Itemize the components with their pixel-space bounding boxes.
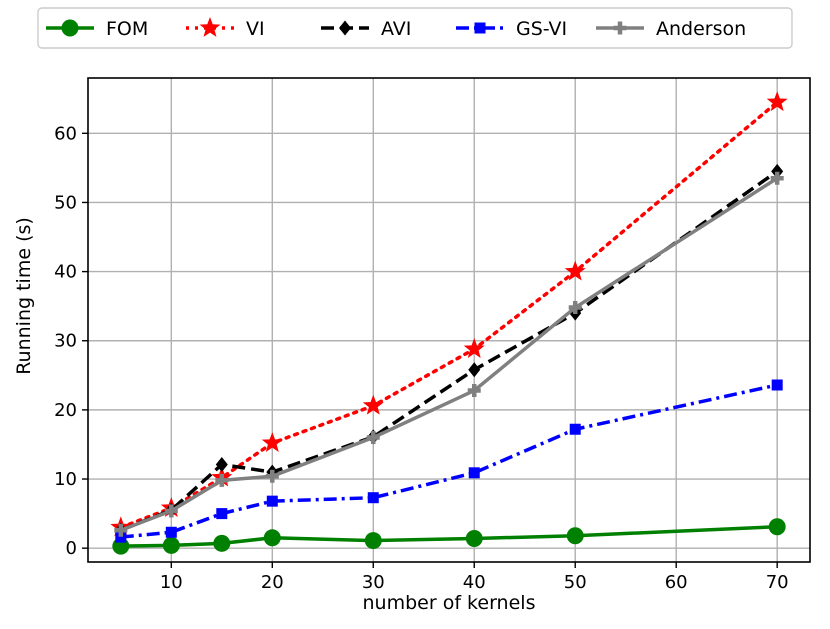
data-point-gs-vi (468, 467, 480, 479)
x-axis-label: number of kernels (363, 592, 536, 614)
legend-marker-vi (199, 17, 221, 37)
x-tick-label: 10 (160, 572, 183, 593)
y-tick-label: 40 (54, 262, 77, 283)
y-tick-label: 60 (54, 123, 77, 144)
legend: FOM VI AVI GS-VI Anderson (37, 7, 793, 49)
data-point-anderson (366, 431, 380, 445)
legend-label-avi: AVI (381, 18, 411, 40)
data-point-vi (463, 338, 485, 358)
data-point-avi (771, 163, 784, 179)
data-point-anderson (467, 384, 481, 398)
series-vi (110, 91, 788, 537)
x-tick-label: 70 (766, 572, 789, 593)
data-point-gs-vi (115, 531, 127, 543)
legend-marker-fom (61, 19, 79, 37)
data-point-vi (261, 432, 283, 452)
legend-marker-anderson (613, 21, 627, 35)
legend-marker-gs-vi (474, 22, 486, 34)
series-line-anderson (120, 176, 779, 532)
data-point-fom (263, 529, 281, 547)
legend-item-anderson: Anderson (596, 18, 746, 40)
x-tick-label: 30 (362, 572, 385, 593)
data-point-gs-vi (216, 508, 228, 520)
data-point-gs-vi (771, 379, 783, 391)
data-point-fom (364, 532, 382, 550)
y-tick-label: 0 (66, 538, 77, 559)
data-point-anderson (164, 504, 178, 518)
x-tick-label: 50 (564, 572, 587, 593)
data-point-gs-vi (266, 495, 278, 507)
legend-item-gs-vi: GS-VI (456, 18, 567, 40)
data-point-fom (162, 536, 180, 554)
data-point-gs-vi (165, 526, 177, 538)
data-point-vi (564, 260, 586, 281)
legend-item-avi: AVI (321, 18, 411, 40)
series-gs-vi (115, 379, 783, 543)
data-point-fom (768, 518, 786, 536)
data-point-anderson (265, 469, 279, 483)
y-tick-label: 20 (54, 400, 77, 421)
data-point-fom (213, 534, 231, 552)
data-point-gs-vi (367, 492, 379, 504)
data-point-anderson (114, 523, 128, 537)
legend-label-anderson: Anderson (656, 18, 746, 40)
data-point-fom (566, 527, 584, 545)
data-point-anderson (215, 473, 229, 487)
y-tick-label: 10 (54, 469, 77, 490)
data-point-vi (362, 394, 384, 415)
y-tick-label: 50 (54, 192, 77, 213)
series-fom (112, 518, 786, 555)
data-point-gs-vi (569, 423, 581, 435)
legend-label-gs-vi: GS-VI (516, 18, 567, 40)
data-point-avi (468, 362, 481, 378)
legend-item-fom: FOM (46, 18, 148, 40)
series-layer (110, 91, 788, 555)
legend-marker-avi (339, 20, 351, 36)
data-point-avi (215, 457, 228, 473)
legend-item-vi: VI (186, 17, 265, 40)
data-point-anderson (568, 301, 582, 315)
y-axis-label: Running time (s) (13, 217, 35, 375)
legend-box (37, 7, 793, 49)
y-tick-label: 30 (54, 331, 77, 352)
series-avi (114, 163, 784, 538)
data-point-anderson (770, 171, 784, 185)
x-tick-label: 60 (665, 572, 688, 593)
series-anderson (114, 171, 784, 537)
legend-label-fom: FOM (106, 18, 148, 40)
plot-frame (87, 77, 811, 563)
series-line-gs-vi (120, 383, 778, 539)
data-point-fom (465, 529, 483, 547)
data-point-vi (766, 91, 788, 112)
legend-label-vi: VI (246, 18, 265, 40)
axes: 10 20 30 40 50 60 70 0 10 20 30 40 50 60 (54, 77, 811, 593)
x-tick-label: 20 (261, 572, 284, 593)
x-tick-label: 40 (463, 572, 486, 593)
